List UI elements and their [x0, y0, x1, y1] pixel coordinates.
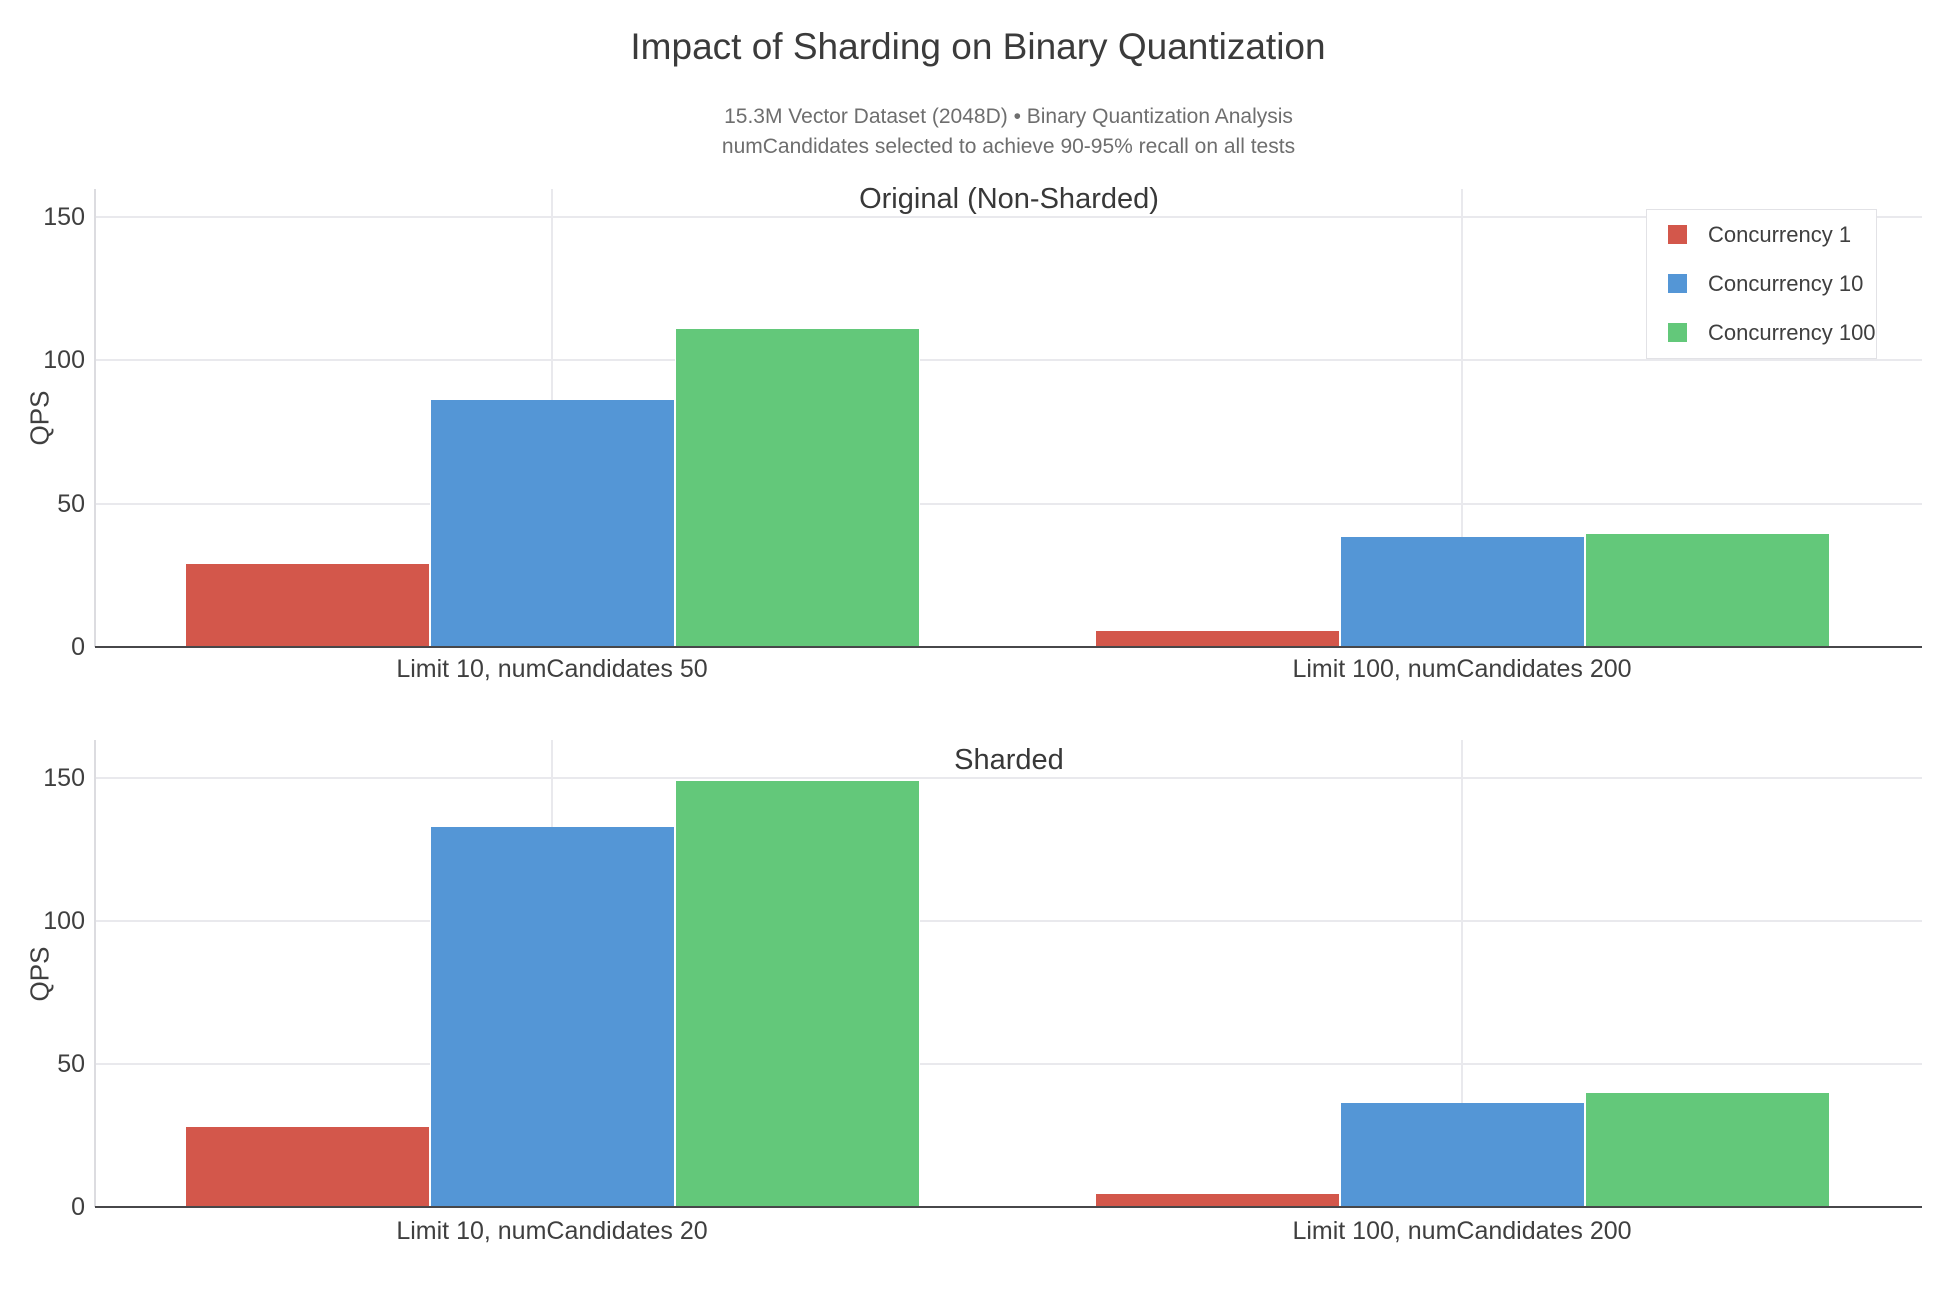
- y-tick-label: 100: [43, 346, 85, 374]
- bar-concurrency-10-cat-0[interactable]: [430, 400, 675, 647]
- bar-concurrency-100-cat-1[interactable]: [1585, 1093, 1830, 1207]
- bar-concurrency-1-cat-1[interactable]: [1095, 631, 1340, 647]
- legend-swatch-concurrency-1: [1668, 225, 1687, 244]
- gridline-horizontal: [95, 503, 1922, 505]
- y-tick-label: 50: [57, 490, 85, 518]
- legend-label: Concurrency 10: [1708, 270, 1864, 296]
- x-category-label: Limit 10, numCandidates 20: [396, 1217, 708, 1245]
- bar-concurrency-1-cat-1[interactable]: [1095, 1194, 1340, 1207]
- y-tick-label: 0: [71, 1193, 85, 1221]
- gridline-horizontal: [95, 1063, 1922, 1065]
- y-tick-label: 100: [43, 907, 85, 935]
- legend-item-concurrency-10[interactable]: Concurrency 10: [1647, 259, 1876, 308]
- legend-item-concurrency-1[interactable]: Concurrency 1: [1647, 210, 1876, 259]
- y-tick-label: 50: [57, 1050, 85, 1078]
- legend-label: Concurrency 100: [1708, 319, 1876, 345]
- x-category-label: Limit 100, numCandidates 200: [1292, 655, 1632, 683]
- bar-concurrency-100-cat-1[interactable]: [1585, 534, 1830, 647]
- y-tick-label: 0: [71, 633, 85, 661]
- bar-concurrency-1-cat-0[interactable]: [185, 564, 430, 647]
- page-title: Impact of Sharding on Binary Quantizatio…: [630, 26, 1326, 67]
- page-subtitle: 15.3M Vector Dataset (2048D) • Binary Qu…: [95, 102, 1922, 162]
- bar-concurrency-1-cat-0[interactable]: [185, 1127, 430, 1207]
- gridline-vertical: [1461, 189, 1463, 647]
- x-category-label: Limit 100, numCandidates 200: [1292, 1217, 1632, 1245]
- bar-concurrency-10-cat-0[interactable]: [430, 827, 675, 1207]
- subplot-title-original: Original (Non-Sharded): [859, 183, 1159, 215]
- y-tick-label: 150: [43, 203, 85, 231]
- bar-concurrency-100-cat-0[interactable]: [675, 329, 920, 647]
- legend-swatch-concurrency-10: [1668, 274, 1687, 293]
- subplot-title-sharded: Sharded: [954, 744, 1064, 776]
- legend-item-concurrency-100[interactable]: Concurrency 100: [1647, 308, 1876, 357]
- x-axis-line: [95, 646, 1922, 648]
- bar-concurrency-100-cat-0[interactable]: [675, 781, 920, 1207]
- y-axis-line: [94, 740, 96, 1207]
- subtitle-line-1: 15.3M Vector Dataset (2048D) • Binary Qu…: [724, 105, 1293, 128]
- subtitle-line-2: numCandidates selected to achieve 90-95%…: [721, 135, 1296, 158]
- gridline-horizontal: [95, 216, 1922, 218]
- bar-concurrency-10-cat-1[interactable]: [1340, 537, 1585, 647]
- x-category-label: Limit 10, numCandidates 50: [396, 655, 708, 683]
- y-axis-title: QPS: [24, 946, 55, 1002]
- bar-concurrency-10-cat-1[interactable]: [1340, 1103, 1585, 1207]
- legend-swatch-concurrency-100: [1668, 323, 1687, 342]
- gridline-horizontal: [95, 920, 1922, 922]
- y-axis-line: [94, 189, 96, 647]
- gridline-horizontal: [95, 777, 1922, 779]
- legend: Concurrency 1 Concurrency 10 Concurrency…: [1646, 209, 1877, 359]
- y-tick-label: 150: [43, 764, 85, 792]
- x-axis-line: [95, 1206, 1922, 1208]
- gridline-horizontal: [95, 359, 1922, 361]
- gridline-vertical: [1461, 740, 1463, 1207]
- legend-label: Concurrency 1: [1708, 221, 1852, 247]
